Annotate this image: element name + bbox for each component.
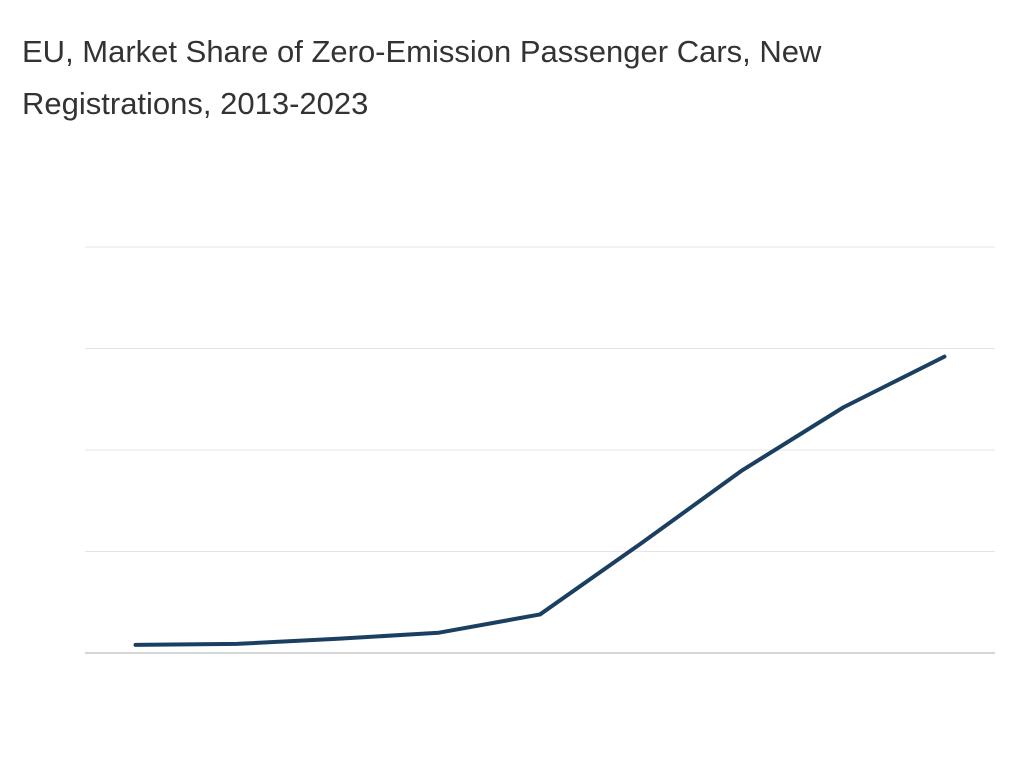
data-line <box>133 354 947 647</box>
chart-title: EU, Market Share of Zero-Emission Passen… <box>22 34 822 121</box>
